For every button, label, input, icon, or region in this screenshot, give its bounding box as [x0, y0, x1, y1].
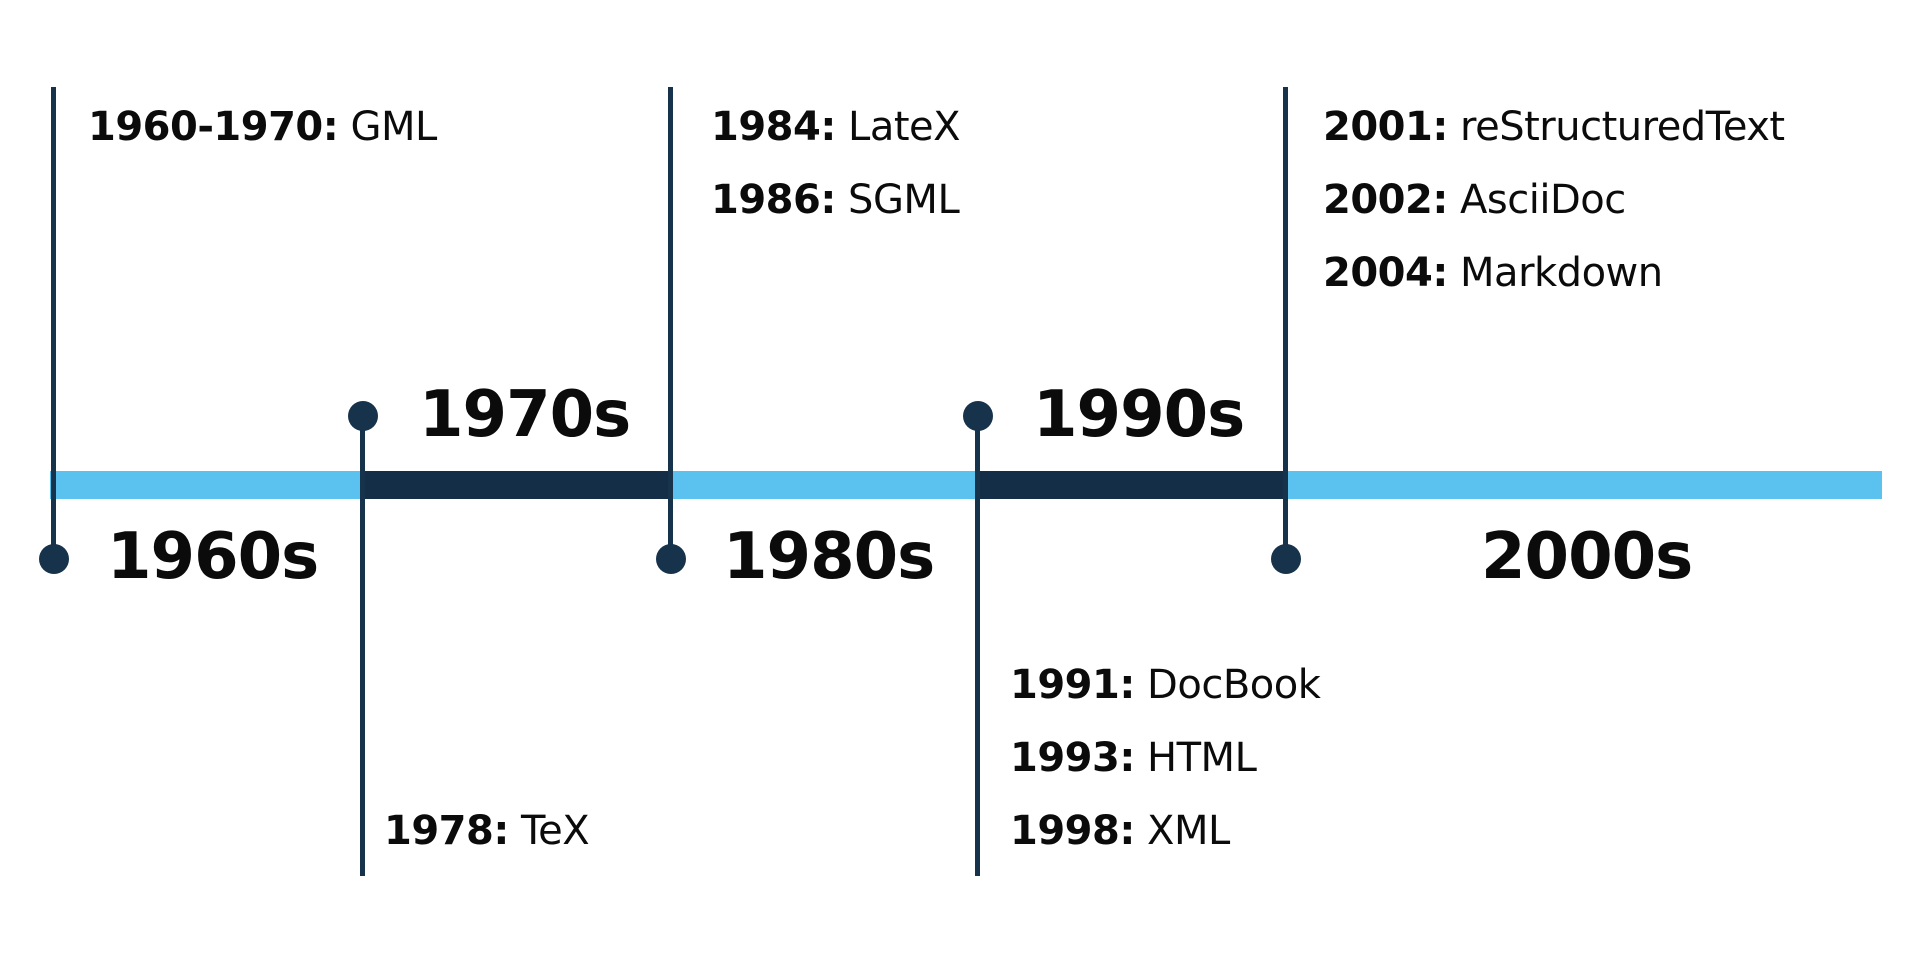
- event-year: 1986:: [711, 177, 836, 223]
- event-name: Markdown: [1460, 250, 1663, 296]
- event-name: AsciiDoc: [1460, 177, 1626, 223]
- event-list-2000s: 2001: reStructuredText 2002: AsciiDoc 20…: [1323, 91, 1785, 310]
- event-name: SGML: [848, 177, 960, 223]
- marker-stem-1980s: [668, 87, 673, 560]
- decade-label-1980s: 1980s: [723, 520, 935, 594]
- marker-dot-1960s: [39, 544, 69, 574]
- event-item: 2001: reStructuredText: [1323, 91, 1785, 164]
- event-name: HTML: [1147, 735, 1257, 781]
- event-item: 2002: AsciiDoc: [1323, 164, 1785, 237]
- event-name: TeX: [521, 808, 590, 854]
- event-year: 1984:: [711, 104, 836, 150]
- event-item: 1998: XML: [1010, 795, 1320, 868]
- event-name: DocBook: [1147, 662, 1321, 708]
- event-item: 1978: TeX: [384, 795, 590, 868]
- event-year: 1993:: [1010, 735, 1135, 781]
- decade-label-1990s: 1990s: [1033, 378, 1245, 452]
- marker-stem-2000s: [1283, 87, 1288, 560]
- event-name: LateX: [848, 104, 961, 150]
- event-list-1970s: 1978: TeX: [384, 795, 590, 868]
- event-item: 2004: Markdown: [1323, 237, 1785, 310]
- marker-dot-1980s: [656, 544, 686, 574]
- event-item: 1993: HTML: [1010, 722, 1320, 795]
- decade-label-1960s: 1960s: [107, 520, 319, 594]
- marker-stem-1970s: [360, 413, 365, 876]
- event-item: 1984: LateX: [711, 91, 961, 164]
- marker-dot-2000s: [1271, 544, 1301, 574]
- event-year: 1998:: [1010, 808, 1135, 854]
- event-year: 1960-1970:: [88, 104, 339, 150]
- event-item: 1991: DocBook: [1010, 649, 1321, 722]
- event-year: 1978:: [384, 808, 509, 854]
- marker-stem-1990s: [975, 413, 980, 876]
- decade-label-2000s: 2000s: [1481, 520, 1693, 594]
- timeline-band-segment-1970s: [361, 471, 670, 499]
- event-item: 1960-1970: GML: [88, 91, 437, 164]
- event-name: XML: [1147, 808, 1230, 854]
- event-item: 1986: SGML: [711, 164, 960, 237]
- marker-stem-1960s: [51, 87, 56, 560]
- timeline-band-segment-1990s: [976, 471, 1285, 499]
- event-year: 2002:: [1323, 177, 1448, 223]
- event-name: reStructuredText: [1460, 104, 1785, 150]
- decade-label-1970s: 1970s: [419, 378, 631, 452]
- event-year: 2004:: [1323, 250, 1448, 296]
- event-year: 2001:: [1323, 104, 1448, 150]
- event-list-1980s: 1984: LateX 1986: SGML: [711, 91, 961, 237]
- event-list-1960s: 1960-1970: GML: [88, 91, 437, 164]
- event-list-1990s: 1991: DocBook 1993: HTML 1998: XML: [1010, 649, 1321, 868]
- event-year: 1991:: [1010, 662, 1135, 708]
- timeline-band: [50, 471, 1882, 499]
- event-name: GML: [350, 104, 437, 150]
